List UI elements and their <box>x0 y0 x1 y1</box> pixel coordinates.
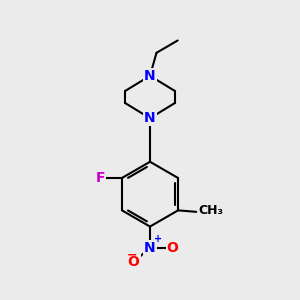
Text: +: + <box>154 235 163 244</box>
Text: CH₃: CH₃ <box>199 204 224 217</box>
Text: O: O <box>167 241 178 255</box>
Text: N: N <box>144 111 156 125</box>
Text: O: O <box>128 255 140 268</box>
Text: N: N <box>144 241 156 255</box>
Text: F: F <box>95 171 105 185</box>
Text: N: N <box>144 69 156 83</box>
Text: −: − <box>126 249 137 262</box>
